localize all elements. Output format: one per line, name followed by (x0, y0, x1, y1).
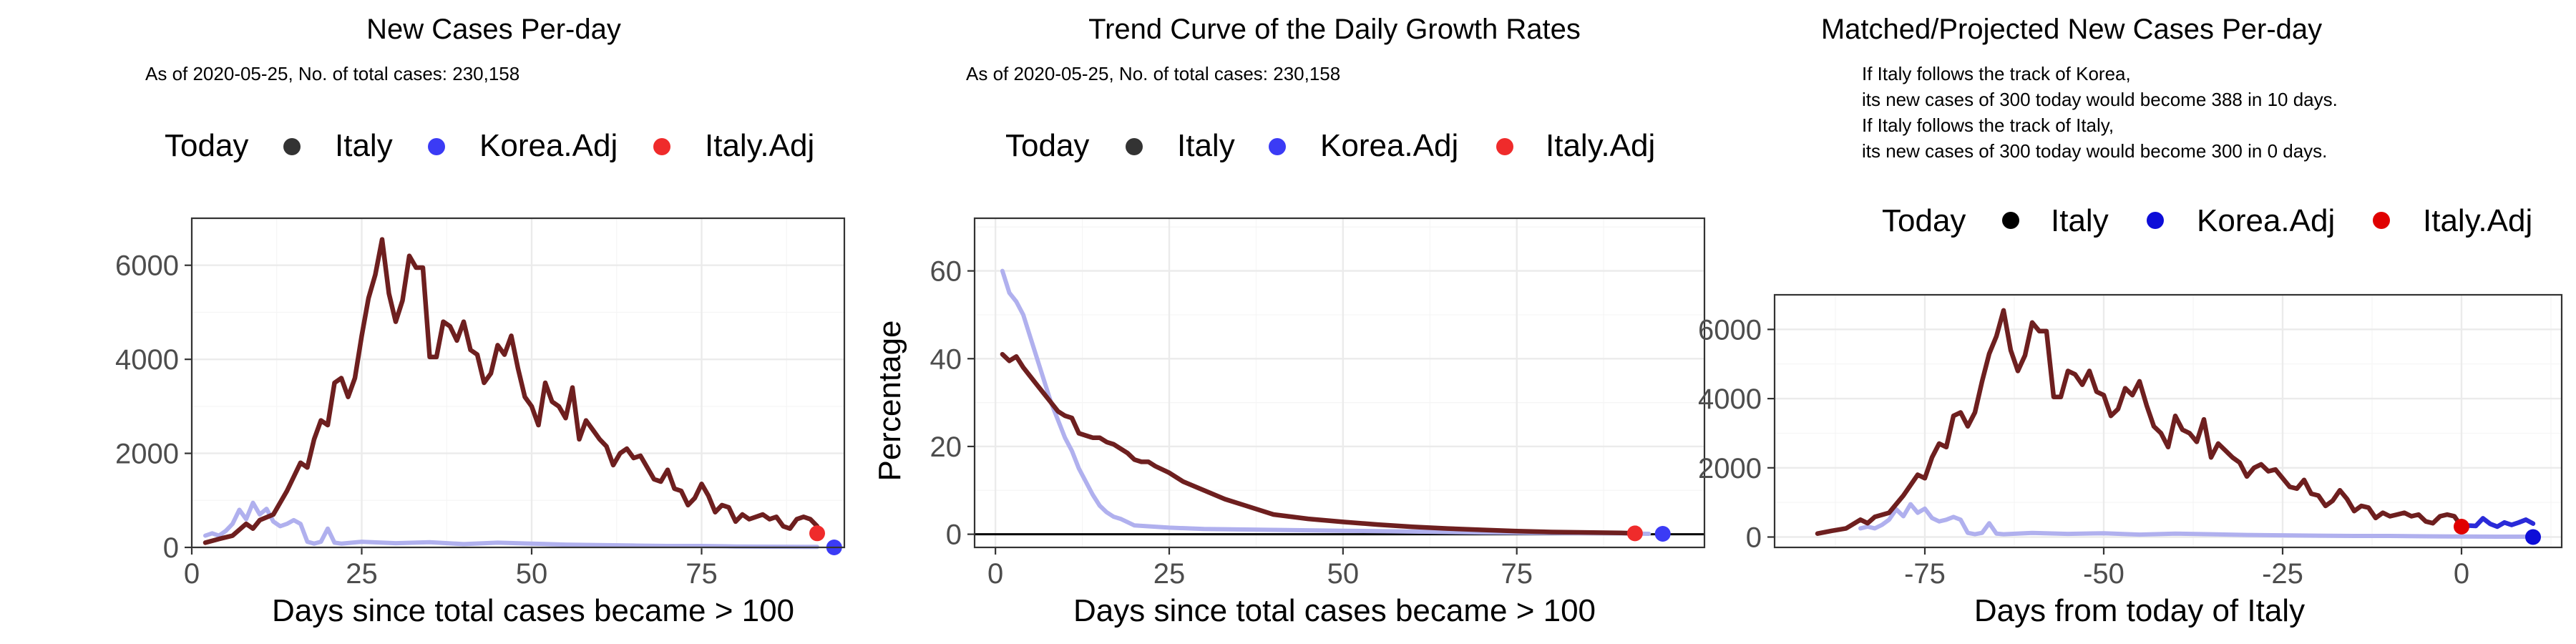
projection-note-line: If Italy follows the track of Korea, (1862, 63, 2131, 84)
point-italy-adj (1626, 525, 1643, 542)
projection-note: If Italy follows the track of Korea, its… (1862, 63, 2338, 162)
legend-label-italy: Italy (335, 128, 393, 163)
y-tick-label: 2000 (1698, 453, 1762, 484)
series-line (1815, 308, 2464, 536)
y-tick-label: 2000 (115, 439, 179, 470)
point-italy-adj (2454, 518, 2469, 535)
legend-swatch-korea-adj (1269, 138, 1286, 155)
point-italy-adj (809, 525, 825, 542)
y-tick-label: 4000 (115, 344, 179, 376)
series-line (1000, 268, 1652, 536)
chart-subtitle: As of 2020-05-25, No. of total cases: 23… (966, 63, 1340, 84)
legend-swatch-italy-adj (2373, 212, 2390, 229)
legend-swatch-italy (283, 138, 301, 155)
panel-projected-cases: Matched/Projected New Cases Per-day If I… (1698, 14, 2563, 628)
plot-area: -75 -50 -25 0 0 2000 4000 6000 (1698, 293, 2563, 590)
legend-label-korea-adj: Korea.Adj (479, 128, 618, 163)
plot-area: 0 25 50 75 0 2000 4000 6000 (115, 217, 846, 590)
chart-title: Matched/Projected New Cases Per-day (1821, 14, 2322, 45)
legend-label-italy-adj: Italy.Adj (1546, 128, 1655, 163)
x-tick-label: 0 (184, 558, 200, 590)
x-tick-label: -25 (2262, 558, 2303, 590)
x-tick-label: 25 (346, 558, 378, 590)
series-line (1858, 502, 2535, 539)
legend: Today Italy Korea.Adj Italy.Adj (1882, 203, 2532, 238)
y-tick-label: 60 (930, 256, 962, 288)
series-line (203, 237, 820, 545)
legend-title: Today (165, 128, 248, 163)
x-tick-label: -50 (2083, 558, 2124, 590)
x-axis-label: Days from today of Italy (1974, 593, 2305, 628)
legend-label-korea-adj: Korea.Adj (1320, 128, 1458, 163)
legend: Today Italy Korea.Adj Italy.Adj (165, 128, 814, 163)
series-line (1000, 351, 1638, 536)
chart-title: Trend Curve of the Daily Growth Rates (1088, 14, 1581, 45)
series-line (203, 500, 819, 550)
panel-growth-rates: Trend Curve of the Daily Growth Rates As… (872, 14, 1706, 628)
x-tick-label: 0 (987, 558, 1003, 590)
point-korea-adj (1654, 525, 1671, 542)
series-line (2459, 516, 2536, 530)
plot-frame (1773, 293, 2563, 549)
legend-swatch-italy (2002, 212, 2019, 229)
projection-note-line: its new cases of 300 today would become … (1862, 140, 2327, 162)
legend-label-italy: Italy (2051, 203, 2109, 238)
y-tick-label: 0 (1746, 522, 1762, 553)
x-tick-label: 0 (2454, 558, 2469, 590)
legend-swatch-italy-adj (1496, 138, 1513, 155)
x-tick-label: 50 (516, 558, 548, 590)
panel-new-cases: New Cases Per-day As of 2020-05-25, No. … (115, 14, 846, 628)
y-tick-label: 6000 (115, 250, 179, 282)
legend-swatch-italy (1126, 138, 1143, 155)
legend-swatch-korea-adj (2147, 212, 2164, 229)
y-tick-label: 40 (930, 343, 962, 375)
legend-swatch-korea-adj (428, 138, 445, 155)
y-axis-label: Percentage (872, 320, 907, 481)
legend-label-italy-adj: Italy.Adj (2423, 203, 2532, 238)
y-tick-label: 4000 (1698, 384, 1762, 415)
legend-swatch-italy-adj (653, 138, 670, 155)
x-tick-label: -75 (1904, 558, 1946, 590)
legend-title: Today (1005, 128, 1089, 163)
chart-title: New Cases Per-day (366, 14, 621, 45)
y-tick-label: 0 (163, 532, 179, 564)
y-tick-label: 20 (930, 431, 962, 463)
y-tick-label: 6000 (1698, 314, 1762, 346)
x-tick-label: 50 (1327, 558, 1360, 590)
projection-note-line: If Italy follows the track of Italy, (1862, 114, 2114, 136)
plot-area: 0 25 50 75 0 20 40 60 (930, 217, 1706, 590)
x-tick-label: 75 (686, 558, 718, 590)
plot-frame (190, 217, 846, 549)
point-korea-adj (2525, 529, 2541, 545)
projection-note-line: its new cases of 300 today would become … (1862, 89, 2338, 110)
legend-label-italy: Italy (1177, 128, 1235, 163)
plot-frame (973, 217, 1706, 549)
x-axis-label: Days since total cases became > 100 (1073, 593, 1596, 628)
chart-subtitle: As of 2020-05-25, No. of total cases: 23… (145, 63, 519, 84)
x-tick-label: 75 (1501, 558, 1533, 590)
legend-label-korea-adj: Korea.Adj (2197, 203, 2335, 238)
legend-title: Today (1882, 203, 1966, 238)
y-tick-label: 0 (946, 519, 962, 551)
x-axis-label: Days since total cases became > 100 (272, 593, 794, 628)
legend: Today Italy Korea.Adj Italy.Adj (1005, 128, 1655, 163)
legend-label-italy-adj: Italy.Adj (705, 128, 814, 163)
x-tick-label: 25 (1153, 558, 1186, 590)
